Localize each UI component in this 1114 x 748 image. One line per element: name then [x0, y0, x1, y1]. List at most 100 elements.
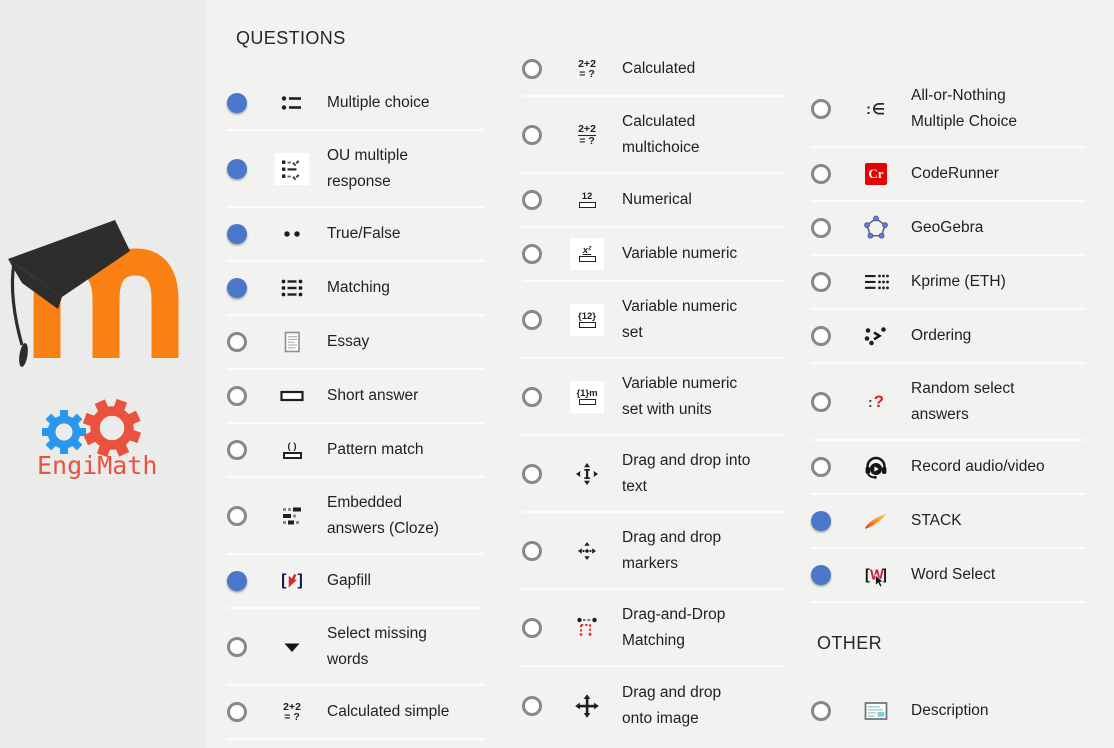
question-type-label: Word Select: [911, 566, 996, 583]
radio-true-false[interactable]: [227, 224, 247, 244]
pattern-match-icon: ( ): [275, 434, 309, 466]
radio-calculated-multichoice[interactable]: [522, 124, 542, 145]
question-type-row[interactable]: OU multiple response: [227, 131, 484, 208]
numerical-icon: 12: [570, 184, 604, 216]
questions-column-3: :∈ All-or-Nothing Multiple Choice Cr Cod…: [811, 71, 1085, 738]
radio-calculated[interactable]: [522, 59, 542, 79]
question-type-row[interactable]: Essay: [227, 316, 484, 370]
svg-text:]: ]: [882, 568, 887, 584]
radio-ordering[interactable]: [811, 326, 831, 346]
radio-word-select[interactable]: [811, 565, 831, 585]
question-type-row[interactable]: Short answer: [227, 370, 484, 424]
question-type-row[interactable]: Matching: [227, 262, 484, 316]
question-type-row[interactable]: :∈ All-or-Nothing Multiple Choice: [811, 71, 1085, 148]
question-type-label: Random select answers: [911, 379, 1015, 423]
drag-drop-into-text-icon: [570, 458, 604, 490]
radio-ou-multiple-response[interactable]: [227, 158, 247, 179]
question-type-row[interactable]: ( ) Pattern match: [227, 424, 484, 478]
question-type-row[interactable]: Kprime (ETH): [811, 256, 1085, 310]
question-type-row[interactable]: [W] Word Select: [811, 549, 1085, 603]
question-type-row[interactable]: Multiple choice: [227, 77, 484, 131]
question-type-row[interactable]: Drag-and-Drop Matching: [522, 590, 785, 667]
question-type-label: Short answer: [327, 387, 419, 404]
question-type-row[interactable]: Record audio/video: [811, 441, 1085, 495]
radio-embedded-answers-cloze[interactable]: [227, 505, 247, 526]
questions-column: QUESTIONS Multiple choice OU multiple re…: [227, 0, 484, 740]
question-type-row[interactable]: Drag and drop onto image: [522, 667, 785, 744]
svg-text:[: [: [865, 568, 870, 584]
question-type-label: Drag and drop markers: [622, 528, 722, 572]
question-type-row[interactable]: 2+2 = ? Calculated simple: [227, 686, 484, 740]
radio-description[interactable]: [811, 701, 831, 721]
radio-select-missing-words[interactable]: [227, 636, 247, 657]
radio-variable-numeric-set[interactable]: [522, 309, 542, 330]
radio-stack[interactable]: [811, 511, 831, 531]
radio-calculated-simple[interactable]: [227, 702, 247, 722]
radio-drag-and-drop-matching[interactable]: [522, 617, 542, 638]
question-type-label: Ordering: [911, 327, 972, 344]
radio-multiple-choice[interactable]: [227, 93, 247, 113]
variable-numeric-set-icon: {12}: [570, 303, 604, 336]
radio-coderunner[interactable]: [811, 164, 831, 184]
question-type-label: Variable numeric set: [622, 297, 738, 341]
engimath-gears-icon: [42, 398, 142, 458]
question-type-row[interactable]: GeoGebra: [811, 202, 1085, 256]
radio-numerical[interactable]: [522, 190, 542, 210]
question-type-row[interactable]: STACK: [811, 495, 1085, 549]
radio-pattern-match[interactable]: [227, 440, 247, 460]
moodle-logo: [0, 205, 200, 380]
question-type-row[interactable]: True/False: [227, 208, 484, 262]
engimath-logo: [28, 398, 178, 458]
answer-box-shape: [578, 202, 596, 208]
ordering-icon: [859, 320, 893, 352]
gapfill-icon: [ ]: [281, 572, 303, 589]
question-type-row[interactable]: {12} Variable numeric set: [522, 282, 785, 359]
question-type-row[interactable]: Select missing words: [227, 609, 484, 686]
radio-random-select-answers[interactable]: [811, 391, 831, 412]
radio-drag-and-drop-onto-image[interactable]: [522, 695, 542, 716]
question-type-row[interactable]: Drag and drop markers: [522, 513, 785, 590]
question-type-row[interactable]: Description: [811, 684, 1085, 738]
question-type-row[interactable]: Drag and drop into text: [522, 436, 785, 513]
radio-all-or-nothing-multiple-choice[interactable]: [811, 98, 831, 119]
geogebra-icon: [859, 212, 893, 244]
question-type-row[interactable]: 12 Numerical: [522, 174, 785, 228]
calculated-icon: 2+2 = ?: [578, 58, 596, 80]
radio-essay[interactable]: [227, 332, 247, 352]
question-type-row[interactable]: x² Variable numeric: [522, 228, 785, 282]
radio-record-audio-video[interactable]: [811, 457, 831, 477]
question-type-row[interactable]: : ? Random select answers: [811, 364, 1085, 441]
question-type-label: Multiple choice: [327, 94, 430, 111]
kprime-icon: [859, 266, 893, 298]
questions-section-header: QUESTIONS: [236, 28, 346, 48]
question-type-label: Record audio/video: [911, 458, 1045, 475]
radio-drag-and-drop-markers[interactable]: [522, 540, 542, 561]
question-type-label: GeoGebra: [911, 219, 984, 236]
radio-kprime-eth[interactable]: [811, 272, 831, 292]
answer-box-shape: [282, 451, 302, 459]
question-type-row[interactable]: 2+2 = ? Calculated: [522, 43, 785, 97]
radio-drag-and-drop-into-text[interactable]: [522, 463, 542, 484]
radio-short-answer[interactable]: [227, 386, 247, 406]
cursor-icon: [288, 574, 297, 588]
question-type-row[interactable]: [ ] Gapfill: [227, 555, 484, 609]
question-type-row[interactable]: {1}m Variable numeric set with units: [522, 359, 785, 436]
question-type-row[interactable]: Cr CodeRunner: [811, 148, 1085, 202]
ou-multiple-response-icon: [275, 152, 309, 185]
question-type-label: Embedded answers (Cloze): [327, 493, 439, 537]
question-type-label: All-or-Nothing Multiple Choice: [911, 86, 1017, 130]
essay-icon: [275, 326, 309, 358]
question-type-row[interactable]: 2+2 = ? Calculated multichoice: [522, 97, 785, 174]
record-audio-video-icon: [859, 451, 893, 483]
radio-variable-numeric-set-with-units[interactable]: [522, 386, 542, 407]
question-type-row[interactable]: Ordering: [811, 310, 1085, 364]
question-type-row[interactable]: Embedded answers (Cloze): [227, 478, 484, 555]
radio-matching[interactable]: [227, 278, 247, 298]
radio-geogebra[interactable]: [811, 218, 831, 238]
select-missing-words-icon: [275, 631, 309, 663]
question-type-label: Drag and drop into text: [622, 451, 751, 495]
answer-box-shape: [578, 256, 596, 262]
radio-variable-numeric[interactable]: [522, 244, 542, 264]
question-type-label: Calculated simple: [327, 703, 450, 720]
radio-gapfill[interactable]: [227, 571, 247, 591]
